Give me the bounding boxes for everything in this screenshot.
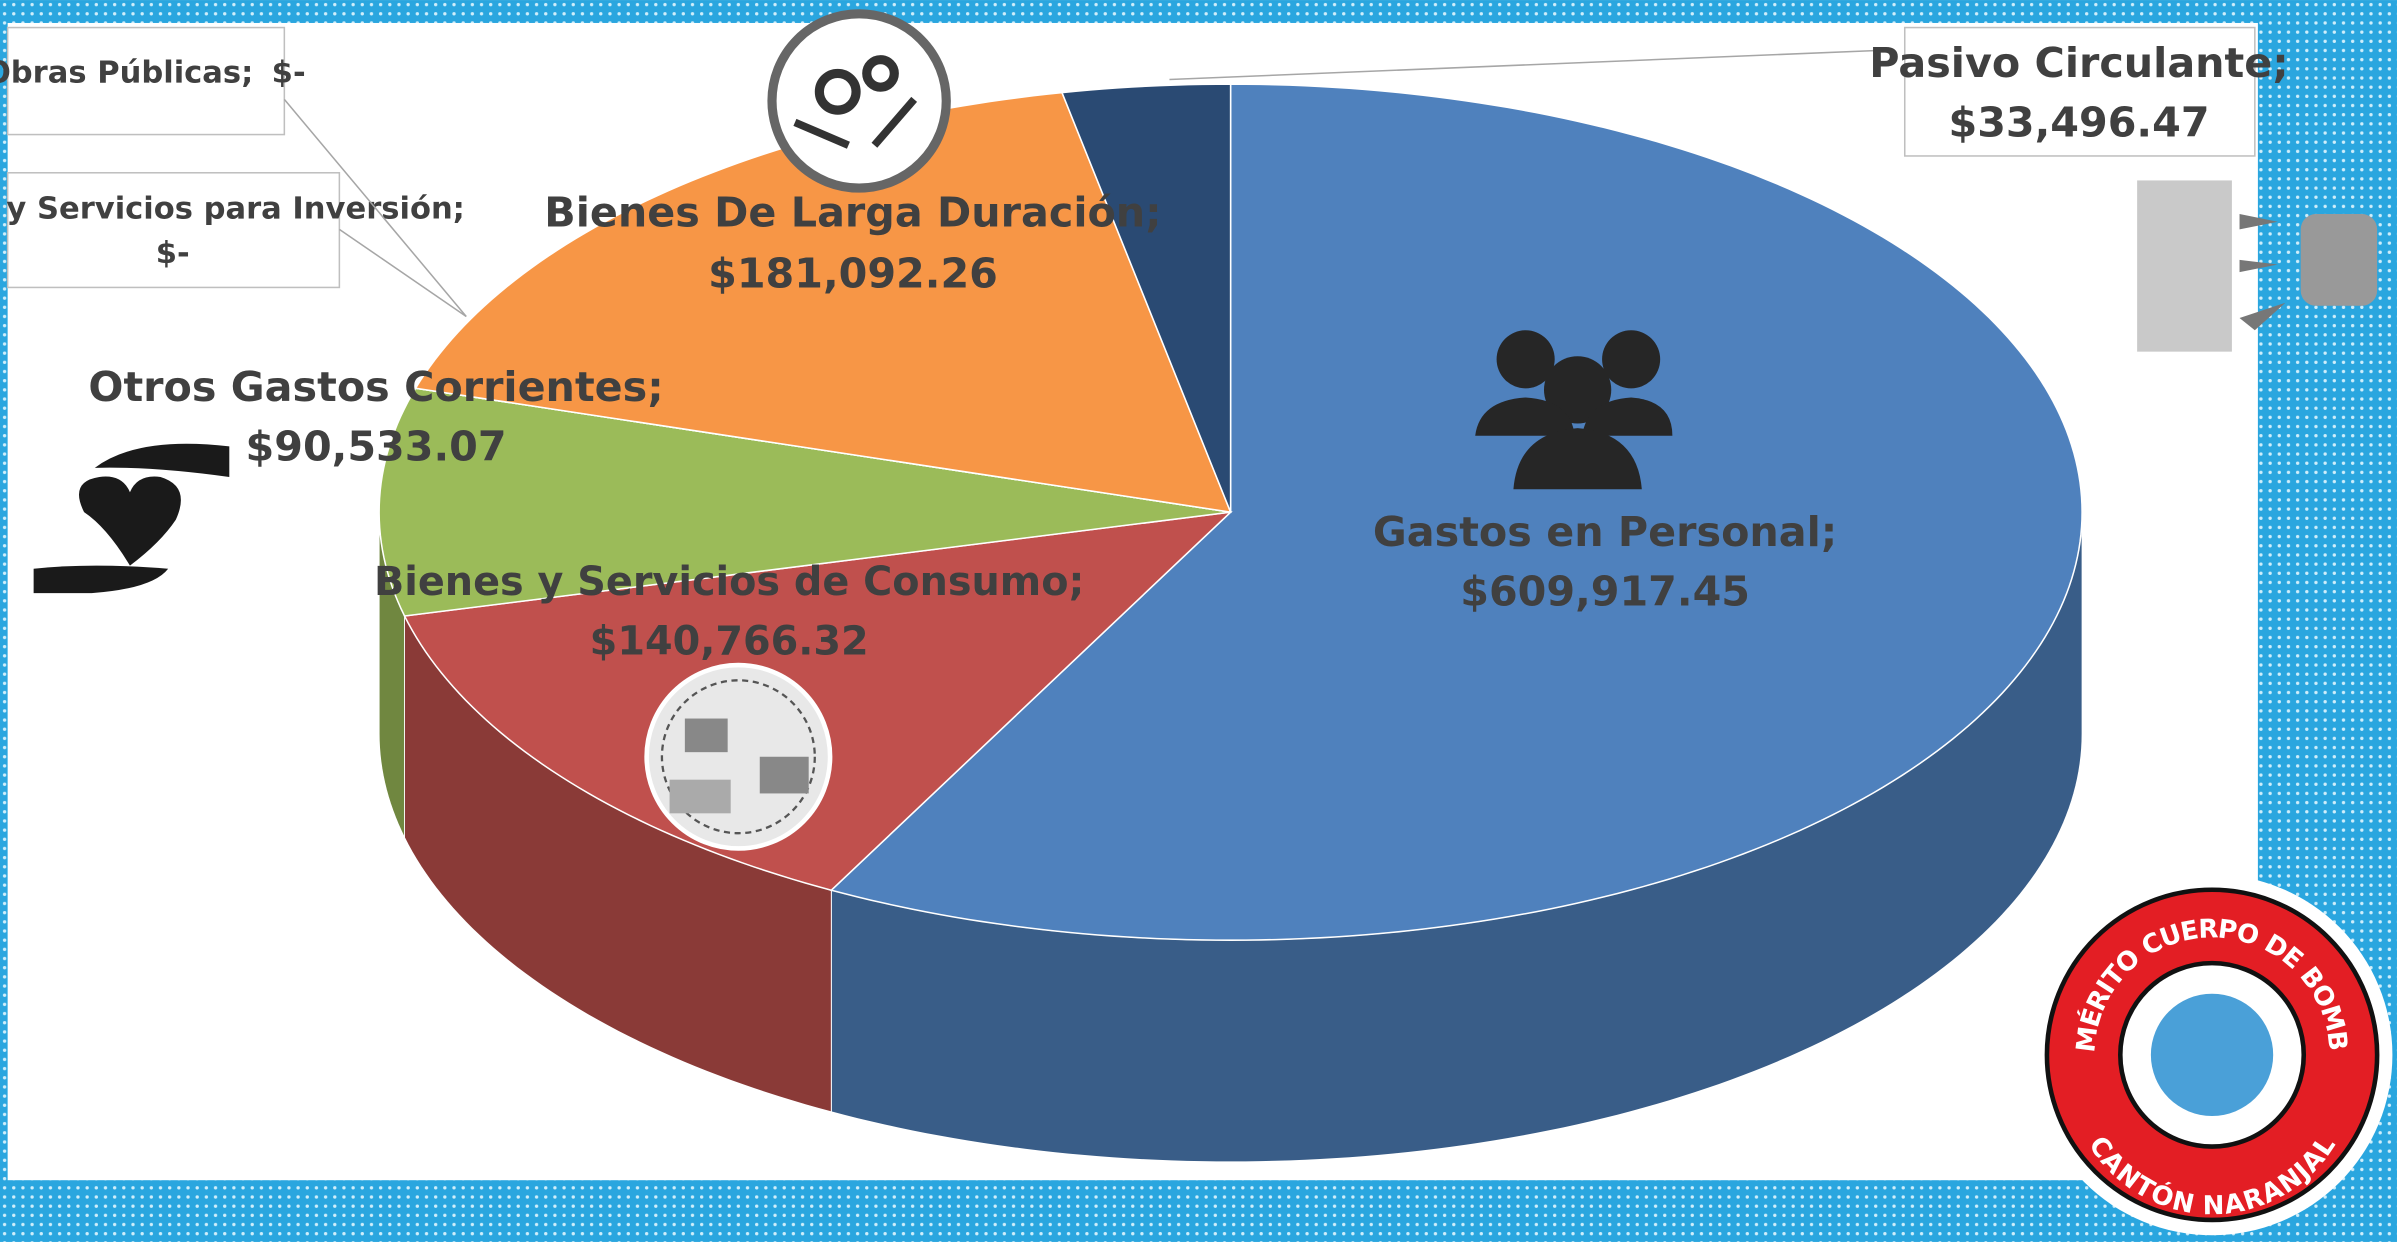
category-label: Otros Gastos Corrientes [88,363,647,411]
value-label: $181,092.26 [708,250,998,298]
label-separator: ; [1821,508,1838,556]
page: Gastos en Personal; $609,917.45 Bienes y S… [0,0,2397,1242]
value-label: $90,533.07 [246,422,507,470]
label-separator: ; [1145,189,1162,237]
label-separator: ; [2272,39,2289,87]
value-label: $33,496.47 [1948,98,2209,146]
icon-consumo [647,665,830,848]
value-label: $140,766.32 [590,618,869,664]
category-label: Pasivo Circulante [1869,39,2272,87]
label-separator: ; [453,191,465,226]
category-label: Gastos en Personal [1373,508,1821,556]
value-label: $609,917.45 [1460,568,1750,616]
label-separator: ; [1069,559,1085,605]
icon-tools [772,14,946,188]
label-separator: ; [647,363,664,411]
category-label: Bienes De Larga Duración [544,189,1145,237]
category-label: Obras Públicas [0,55,241,90]
value-label: $- [156,235,190,270]
category-label: Bienes y Servicios de Consumo [374,559,1069,605]
chart: Gastos en Personal; $609,917.45 Bienes y S… [0,0,2397,1242]
label-separator: ; [241,55,253,90]
category-label: Bienes y Servicios para Inversión [0,191,453,226]
value-label: $- [272,55,306,90]
